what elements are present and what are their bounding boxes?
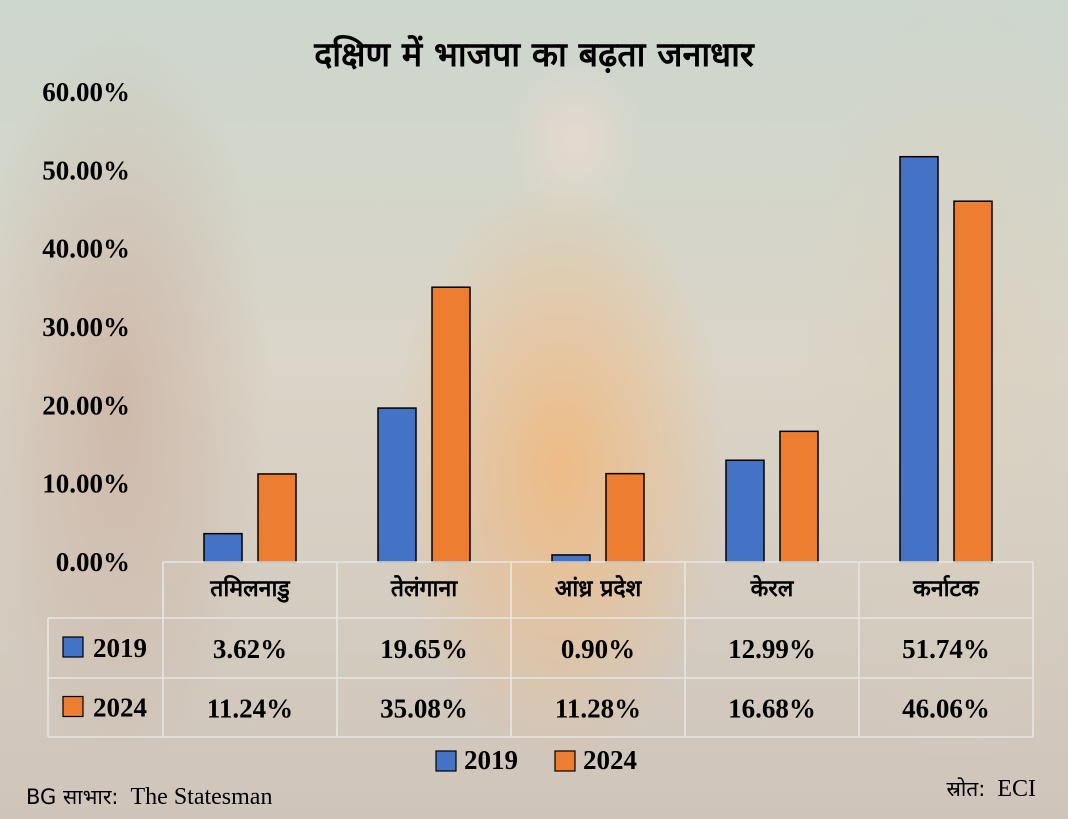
legend-swatch-2019 bbox=[435, 750, 457, 772]
footer: BG साभार: The Statesman स्रोत: ECI bbox=[26, 776, 1036, 810]
y-axis: 0.00% 10.00% 20.00% 30.00% 40.00% 50.00% 60.00… bbox=[42, 77, 130, 577]
y-tick-label: 50.00% bbox=[42, 155, 130, 185]
y-tick-label: 20.00% bbox=[42, 390, 130, 420]
credit-source: The Statesman bbox=[131, 784, 273, 810]
data-label: 12.99% bbox=[728, 634, 816, 664]
bar-2024-2 bbox=[431, 286, 471, 563]
data-label: 19.65% bbox=[380, 634, 468, 664]
chart-title: दक्षिण में भाजपा का बढ़ता जनाधार bbox=[313, 34, 755, 75]
bars bbox=[203, 155, 993, 563]
data-label: 11.24% bbox=[207, 694, 293, 724]
table-legend-swatch bbox=[62, 695, 84, 718]
legend-swatch-2024 bbox=[554, 750, 576, 772]
table-series-name: 2019 bbox=[93, 633, 147, 663]
bar-2024-5 bbox=[953, 200, 993, 563]
data-label: 3.62% bbox=[213, 634, 287, 664]
source-text: स्रोत: ECI bbox=[946, 776, 1036, 802]
bar-2019-5 bbox=[899, 155, 939, 563]
data-label: 16.68% bbox=[728, 694, 816, 724]
data-label: 11.28% bbox=[555, 694, 641, 724]
category-label: कर्नाटक bbox=[912, 574, 980, 602]
source-value: ECI bbox=[997, 776, 1036, 802]
data-label: 46.06% bbox=[902, 694, 990, 724]
table-legend-swatch bbox=[62, 636, 84, 658]
bar-2019-3 bbox=[551, 554, 591, 563]
category-label: आंध्र प्रदेश bbox=[555, 574, 643, 602]
y-tick-label: 30.00% bbox=[42, 312, 130, 342]
credit-prefix: BG साभार: bbox=[26, 785, 119, 809]
category-label: केरल bbox=[750, 574, 795, 602]
data-table: तमिलनाडु तेलंगाना आंध्र प्रदेश केरल कर्नाटक 2… bbox=[47, 561, 1034, 738]
y-tick-label: 10.00% bbox=[42, 469, 130, 499]
data-label: 35.08% bbox=[380, 694, 468, 724]
bar-2024-4 bbox=[779, 430, 819, 563]
category-label: तमिलनाडु bbox=[209, 574, 290, 603]
bar-2019-4 bbox=[725, 459, 765, 563]
table-series-name: 2024 bbox=[93, 693, 147, 723]
legend: 2019 2024 bbox=[435, 745, 637, 775]
credit-text: BG साभार: The Statesman bbox=[26, 784, 272, 810]
legend-label-2024: 2024 bbox=[583, 745, 637, 775]
y-tick-label: 40.00% bbox=[42, 234, 130, 264]
y-tick-label: 0.00% bbox=[56, 547, 130, 577]
source-prefix: स्रोत: bbox=[946, 777, 985, 801]
data-label: 0.90% bbox=[561, 634, 635, 664]
y-tick-label: 60.00% bbox=[42, 77, 130, 107]
bar-2019-1 bbox=[203, 532, 243, 563]
bar-2024-3 bbox=[605, 472, 645, 563]
legend-label-2019: 2019 bbox=[464, 745, 518, 775]
bar-2019-2 bbox=[377, 407, 417, 563]
category-label: तेलंगाना bbox=[390, 574, 458, 602]
data-label: 51.74% bbox=[902, 634, 990, 664]
bar-2024-1 bbox=[257, 473, 297, 563]
